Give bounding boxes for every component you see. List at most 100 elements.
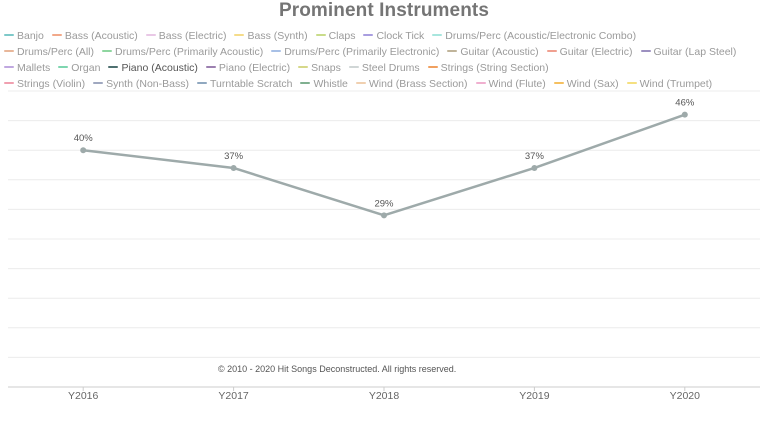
legend-item[interactable]: Claps bbox=[315, 28, 356, 44]
legend-label: Turntable Scratch bbox=[209, 78, 293, 90]
legend-label: Clock Tick bbox=[376, 30, 425, 42]
legend-swatch-icon bbox=[300, 82, 311, 85]
legend-swatch-icon bbox=[93, 82, 104, 85]
x-tick-label: Y2016 bbox=[68, 390, 99, 402]
legend-item[interactable]: Clock Tick bbox=[363, 28, 424, 44]
legend-item[interactable]: Bass (Electric) bbox=[145, 28, 227, 44]
legend-label: Bass (Electric) bbox=[158, 30, 227, 42]
legend-item[interactable]: Organ bbox=[58, 60, 100, 76]
legend-swatch-icon bbox=[640, 50, 651, 53]
legend-swatch-icon bbox=[102, 50, 113, 53]
legend-item[interactable]: Drums/Perc (All) bbox=[4, 44, 94, 60]
legend-item[interactable]: Piano (Acoustic) bbox=[108, 60, 198, 76]
legend-label: Synth (Non-Bass) bbox=[106, 78, 189, 90]
legend-swatch-icon bbox=[4, 34, 14, 37]
legend-label: Strings (String Section) bbox=[440, 62, 549, 74]
legend-item[interactable]: Banjo bbox=[4, 28, 44, 44]
legend-label: Wind (Brass Section) bbox=[368, 78, 468, 90]
legend-item[interactable]: Whistle bbox=[300, 76, 348, 92]
legend-label: Guitar (Lap Steel) bbox=[653, 46, 737, 58]
legend-label: Strings (Violin) bbox=[17, 78, 86, 90]
legend-swatch-icon bbox=[196, 82, 207, 85]
legend-swatch-icon bbox=[298, 66, 309, 69]
x-tick-label: Y2019 bbox=[519, 390, 550, 402]
legend-item[interactable]: Wind (Flute) bbox=[475, 76, 546, 92]
legend-label: Organ bbox=[71, 62, 101, 74]
data-point[interactable] bbox=[230, 164, 237, 171]
legend-swatch-icon bbox=[4, 82, 14, 85]
legend-swatch-icon bbox=[363, 34, 374, 37]
legend-swatch-icon bbox=[355, 82, 366, 85]
x-tick-label: Y2020 bbox=[670, 390, 701, 402]
legend-item[interactable]: Guitar (Electric) bbox=[546, 44, 633, 60]
legend-label: Guitar (Acoustic) bbox=[460, 46, 539, 58]
data-point[interactable] bbox=[681, 111, 688, 118]
legend-item[interactable]: Bass (Synth) bbox=[234, 28, 308, 44]
legend-swatch-icon bbox=[626, 82, 637, 85]
legend-item[interactable]: Mallets bbox=[4, 60, 50, 76]
legend-row: Strings (Violin) Synth (Non-Bass) Turntabl… bbox=[4, 76, 768, 92]
grid-lines bbox=[8, 90, 760, 358]
legend-item[interactable]: Steel Drums bbox=[348, 60, 420, 76]
data-label: 37% bbox=[224, 151, 244, 162]
legend-row: Mallets Organ Piano (Acoustic) Piano (Elect… bbox=[4, 60, 768, 76]
legend-label: Banjo bbox=[17, 30, 44, 42]
data-point[interactable] bbox=[381, 212, 387, 219]
legend-item[interactable]: Drums/Perc (Primarily Electronic) bbox=[271, 44, 439, 60]
legend-swatch-icon bbox=[315, 34, 326, 37]
legend-item[interactable]: Bass (Acoustic) bbox=[51, 28, 138, 44]
legend-item[interactable]: Synth (Non-Bass) bbox=[93, 76, 189, 92]
legend-label: Drums/Perc (All) bbox=[17, 46, 95, 58]
data-label: 46% bbox=[675, 98, 695, 109]
legend: Banjo Bass (Acoustic) Bass (Electric) Bass … bbox=[4, 28, 768, 92]
legend-swatch-icon bbox=[205, 66, 216, 69]
legend-item[interactable]: Wind (Brass Section) bbox=[355, 76, 468, 92]
legend-swatch-icon bbox=[4, 66, 14, 69]
legend-label: Bass (Acoustic) bbox=[64, 30, 138, 42]
legend-swatch-icon bbox=[447, 50, 458, 53]
legend-swatch-icon bbox=[145, 34, 156, 37]
legend-item[interactable]: Strings (Violin) bbox=[4, 76, 85, 92]
legend-item[interactable]: Wind (Sax) bbox=[553, 76, 619, 92]
data-point[interactable] bbox=[531, 164, 538, 171]
legend-item[interactable]: Guitar (Lap Steel) bbox=[640, 44, 737, 60]
legend-swatch-icon bbox=[553, 82, 564, 85]
legend-item[interactable]: Snaps bbox=[298, 60, 341, 76]
legend-item[interactable]: Guitar (Acoustic) bbox=[447, 44, 539, 60]
x-tick-label: Y2017 bbox=[218, 390, 249, 402]
legend-swatch-icon bbox=[427, 66, 438, 69]
x-axis: Y2016 Y2017 Y2018 Y2019 Y2020 bbox=[8, 386, 760, 402]
legend-label: Claps bbox=[328, 30, 356, 42]
legend-item[interactable]: Drums/Perc (Primarily Acoustic) bbox=[102, 44, 263, 60]
legend-label: Drums/Perc (Acoustic/Electronic Combo) bbox=[445, 30, 637, 42]
copyright-notice: © 2010 - 2020 Hit Songs Deconstructed. A… bbox=[218, 364, 457, 374]
data-point[interactable] bbox=[80, 147, 87, 154]
legend-label: Snaps bbox=[311, 62, 341, 74]
legend-item[interactable]: Piano (Electric) bbox=[205, 60, 291, 76]
legend-item[interactable]: Turntable Scratch bbox=[196, 76, 293, 92]
legend-swatch-icon bbox=[475, 82, 486, 85]
legend-swatch-icon bbox=[234, 34, 245, 37]
legend-label: Wind (Trumpet) bbox=[639, 78, 713, 90]
legend-label: Mallets bbox=[17, 62, 51, 74]
legend-swatch-icon bbox=[348, 66, 359, 69]
legend-swatch-icon bbox=[108, 66, 119, 69]
series-piano-acoustic: 40% 37% 29% 37% 46% bbox=[74, 98, 695, 219]
legend-label: Piano (Acoustic) bbox=[121, 62, 198, 74]
legend-label: Whistle bbox=[313, 78, 348, 90]
legend-item[interactable]: Wind (Trumpet) bbox=[626, 76, 713, 92]
legend-label: Steel Drums bbox=[361, 62, 420, 74]
legend-label: Drums/Perc (Primarily Acoustic) bbox=[115, 46, 264, 58]
legend-label: Piano (Electric) bbox=[218, 62, 291, 74]
data-label: 29% bbox=[374, 198, 394, 209]
legend-swatch-icon bbox=[58, 66, 69, 69]
legend-item[interactable]: Drums/Perc (Acoustic/Electronic Combo) bbox=[432, 28, 636, 44]
legend-row: Banjo Bass (Acoustic) Bass (Electric) Bass … bbox=[4, 28, 768, 44]
data-label: 37% bbox=[525, 151, 545, 162]
x-tick-label: Y2018 bbox=[369, 390, 400, 402]
legend-label: Bass (Synth) bbox=[247, 30, 308, 42]
legend-swatch-icon bbox=[271, 50, 282, 53]
chart-title: Prominent Instruments bbox=[278, 0, 490, 21]
legend-item[interactable]: Strings (String Section) bbox=[427, 60, 549, 76]
legend-swatch-icon bbox=[4, 50, 14, 53]
